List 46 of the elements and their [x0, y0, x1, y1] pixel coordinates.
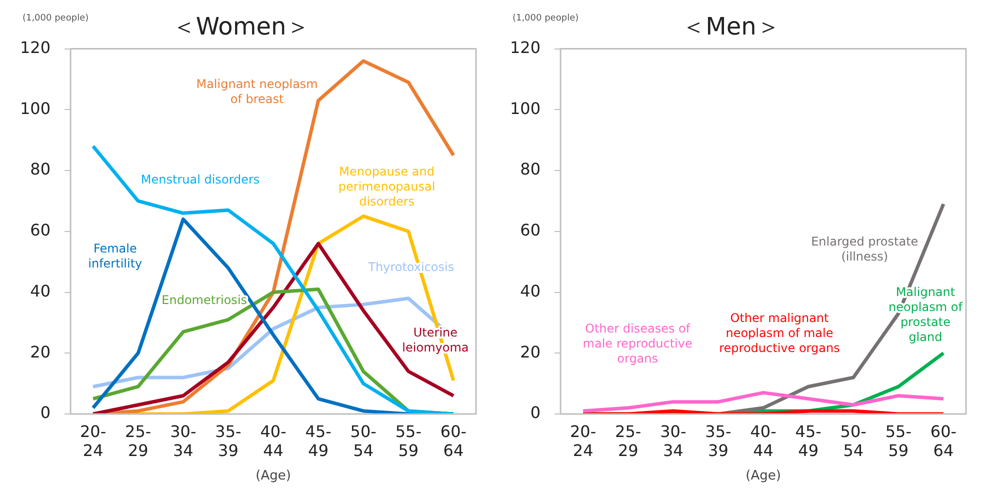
x-tick-label: 50-54 [350, 422, 376, 460]
y-tick-label: 100 [510, 98, 541, 118]
series-label: Menstrual disorders [140, 172, 260, 186]
x-tick-label: 55-59 [395, 422, 422, 460]
x-tick-label: 25-29 [125, 422, 152, 460]
y-tick-label: 40 [520, 281, 541, 300]
chart-title: ＜Men＞ [682, 12, 780, 41]
x-tick-label: 20-24 [80, 422, 106, 460]
text: Other diseases of male reproductive organs [582, 322, 692, 366]
y-tick-label: 40 [30, 281, 51, 300]
y-tick-label: 0 [40, 403, 51, 422]
y-tick-label: 20 [520, 342, 541, 362]
x-tick-label: 35-39 [705, 422, 732, 460]
text: Other malignant neoplasm of male reproductive organs [719, 310, 840, 355]
x-tick-label: 50-54 [840, 422, 866, 460]
y-tick-label: 60 [30, 220, 51, 240]
y-axis-title: (1,000 people) [22, 13, 89, 24]
y-tick-label: 100 [20, 98, 51, 118]
x-axis-title: (Age) [746, 468, 781, 484]
y-tick-label: 80 [520, 160, 541, 179]
series-label: Female infertility [88, 242, 142, 271]
x-tick-label: 20-24 [570, 422, 596, 460]
x-tick-label: 25-29 [615, 422, 642, 460]
x-tick-label: 60-64 [930, 422, 957, 460]
y-tick-label: 60 [520, 220, 541, 240]
series-label: Menopause and perimenopausal disorders [338, 164, 436, 209]
y-tick-label: 20 [30, 342, 51, 362]
chart-title: ＜Women＞ [172, 12, 310, 41]
x-tick-label: 55-59 [885, 422, 912, 460]
x-tick-label: 60-64 [440, 422, 467, 460]
y-tick-label: 120 [20, 38, 51, 57]
series-label: Endometriosis [162, 292, 248, 307]
y-tick-label: 0 [530, 403, 541, 422]
y-tick-label: 80 [30, 160, 51, 179]
x-tick-label: 45-49 [795, 422, 822, 460]
series-label: Enlarged prostate (illness) [811, 234, 918, 264]
x-axis-title: (Age) [256, 468, 291, 484]
x-tick-label: 30-34 [170, 422, 196, 460]
series-label: Malignant neoplasm of breast [196, 77, 318, 106]
x-tick-label: 35-39 [215, 422, 242, 460]
y-tick-label: 120 [510, 38, 541, 57]
x-tick-label: 30-34 [660, 422, 686, 460]
x-tick-label: 45-49 [305, 422, 332, 460]
x-tick-label: 40-44 [260, 422, 286, 460]
x-tick-label: 40-44 [750, 422, 776, 460]
y-axis-title: (1,000 people) [512, 13, 579, 24]
